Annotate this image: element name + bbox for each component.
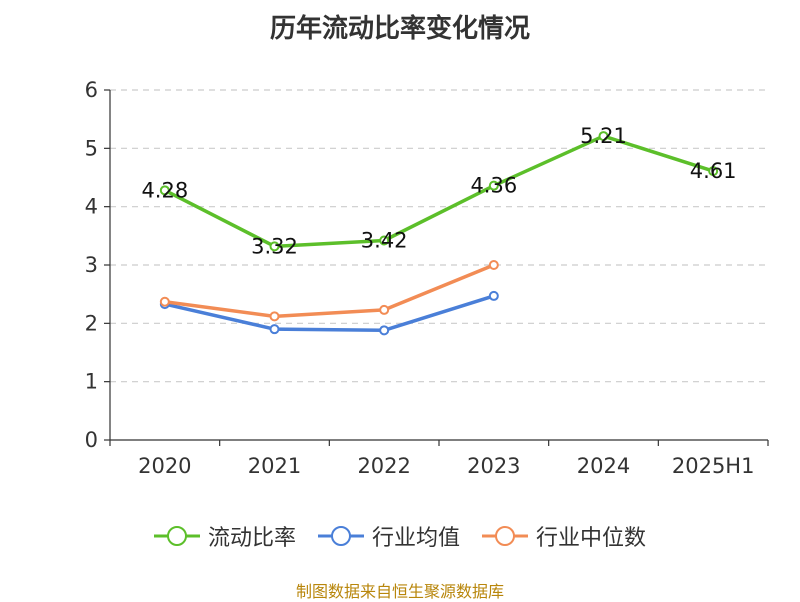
y-tick-label: 1 [85,370,98,394]
data-label: 3.32 [251,234,298,258]
series-line-2 [164,263,495,319]
data-point [598,131,609,142]
legend-swatch [153,526,200,546]
data-point [488,180,499,191]
x-tick-label: 2024 [577,454,630,478]
legend-label: 流动比率 [207,526,296,551]
x-tick-label: 2022 [357,454,410,478]
data-point [269,241,280,252]
x-axis: 2020 2021 2022 2023 2024 2025H1 [109,439,769,478]
data-point [379,304,390,315]
y-tick-label: 4 [85,195,98,219]
data-point [379,325,390,336]
series-line-1 [164,294,495,333]
grid-lines [110,89,768,383]
y-tick-label: 2 [85,311,98,335]
data-label: 4.61 [690,159,737,183]
y-tick-label: 3 [85,253,98,277]
legend-swatch [482,526,528,546]
series-layer: 4.28 3.32 3.42 4.36 5.21 4.61 [141,124,737,336]
x-tick-label: 2021 [248,454,301,478]
chart-title: 历年流动比率变化情况 [269,14,530,44]
y-tick-label: 0 [85,428,98,452]
data-point [379,235,390,246]
data-label: 4.36 [470,174,517,198]
legend-swatch-marker [330,526,351,546]
legend-item[interactable]: 流动比率 [153,520,296,552]
legend-swatch-marker [495,526,515,546]
x-tick-label: 2020 [138,454,191,478]
legend-swatch-marker [166,526,187,546]
legend-item[interactable]: 行业均值 [317,520,460,552]
legend-swatch [317,526,364,546]
source-note: 制图数据来自恒生聚源数据库 [295,582,504,601]
data-point [269,324,280,335]
legend-label: 行业中位数 [536,526,647,551]
legend-item[interactable]: 行业中位数 [482,520,646,552]
data-label: 3.42 [361,229,408,253]
x-tick-label: 2023 [467,454,520,478]
data-point [269,311,280,322]
data-label: 4.28 [141,178,188,202]
data-label: 5.21 [580,124,627,148]
data-point [708,166,719,177]
y-tick-label: 5 [85,136,98,160]
legend: 流动比率 行业均值 行业中位数 [0,520,800,552]
y-tick-label: 6 [85,78,98,102]
data-point [488,260,499,270]
data-point [159,296,170,307]
y-axis: 0 1 2 3 4 5 6 [85,78,111,452]
data-point [488,290,499,301]
series-line-0 [164,134,714,249]
data-point [159,185,170,196]
legend-label: 行业均值 [371,526,460,551]
x-tick-label: 2025H1 [672,454,755,478]
